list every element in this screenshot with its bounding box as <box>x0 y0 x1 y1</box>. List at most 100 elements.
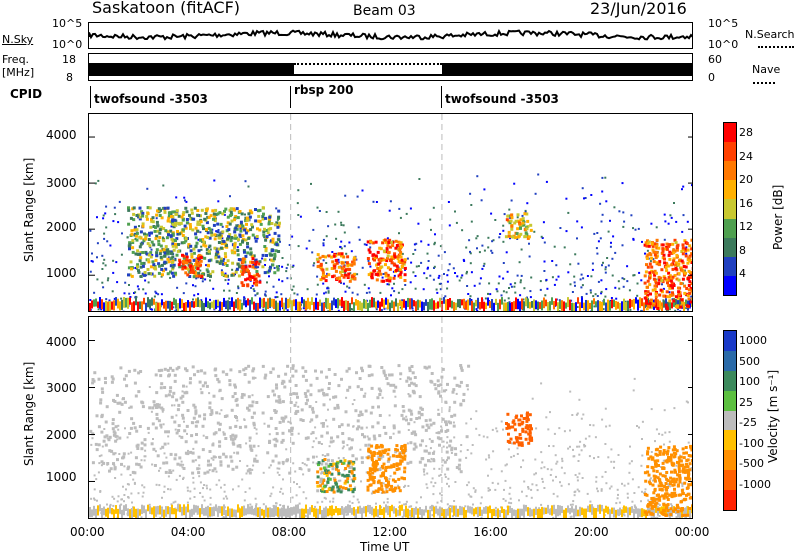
scatter-cell <box>427 243 430 246</box>
scatter-cell <box>167 442 170 445</box>
feature-cell-0 <box>91 378 95 381</box>
feature-cell-0 <box>114 425 118 429</box>
feature-cell-3 <box>352 276 356 280</box>
ground-scatter-cell <box>217 299 219 306</box>
ground-scatter-cell <box>317 508 319 518</box>
feature-cell-0 <box>356 385 360 389</box>
scatter-cell <box>420 496 422 499</box>
ground-scatter-cell <box>619 507 621 515</box>
feature-cell-3 <box>321 268 325 272</box>
feature-cell-2 <box>251 257 255 261</box>
feature-cell-6 <box>660 268 664 272</box>
feature-cell-0 <box>360 456 364 460</box>
feature-cell-4 <box>687 483 691 487</box>
scatter-cell <box>546 311 548 312</box>
scatter-cell <box>495 518 497 519</box>
feature-cell-2 <box>391 478 395 482</box>
scatter-cell <box>257 445 260 448</box>
feature-cell-1 <box>196 267 200 271</box>
feature-cell-6 <box>680 298 684 302</box>
feature-cell-0 <box>112 433 116 437</box>
feature-cell-1 <box>332 477 336 481</box>
scatter-cell <box>599 202 602 205</box>
ground-scatter-cell <box>141 504 143 515</box>
scatter-cell <box>128 406 131 409</box>
scatter-cell <box>165 456 168 459</box>
scatter-cell <box>266 281 268 284</box>
feature-cell-0 <box>263 271 267 275</box>
feature-cell-0 <box>292 392 296 396</box>
feature-cell-6 <box>681 243 685 247</box>
feature-cell-0 <box>174 273 178 277</box>
ground-scatter-cell <box>525 297 527 307</box>
feature-cell-0 <box>387 373 391 377</box>
scatter-cell <box>129 296 132 298</box>
feature-cell-0 <box>190 421 194 425</box>
feature-cell-0 <box>266 395 270 399</box>
scatter-cell <box>222 497 225 500</box>
feature-cell-0 <box>225 225 229 228</box>
scatter-cell <box>136 285 139 288</box>
scatter-cell <box>622 285 625 288</box>
feature-cell-0 <box>102 461 106 465</box>
feature-cell-4 <box>379 247 383 251</box>
scatter-cell <box>187 449 189 452</box>
feature-cell-0 <box>222 432 226 436</box>
scatter-cell <box>439 473 442 476</box>
scatter-cell <box>492 239 495 242</box>
scatter-cell <box>447 269 450 272</box>
feature-cell-0 <box>155 391 159 395</box>
feature-cell-0 <box>106 462 110 465</box>
scatter-cell <box>126 436 129 439</box>
nave-label: Nave <box>752 63 781 76</box>
colorbar-swatch <box>724 199 736 219</box>
scatter-cell <box>155 217 158 220</box>
feature-cell-0 <box>252 367 256 371</box>
ground-scatter-cell <box>601 301 603 311</box>
feature-cell-0 <box>208 272 212 276</box>
feature-cell-0 <box>212 217 215 221</box>
feature-cell-0 <box>275 386 279 390</box>
feature-cell-0 <box>239 220 243 224</box>
scatter-cell <box>392 270 395 273</box>
ground-scatter-cell <box>175 299 177 309</box>
feature-cell-0 <box>190 434 194 438</box>
feature-cell-0 <box>150 272 154 276</box>
ground-scatter-cell <box>233 509 235 517</box>
scatter-cell <box>178 435 181 438</box>
scatter-cell <box>352 495 355 498</box>
ground-scatter-cell <box>231 508 233 518</box>
scatter-cell <box>349 475 351 478</box>
feature-cell-6 <box>675 248 679 252</box>
ground-scatter-cell <box>557 504 559 517</box>
scatter-cell <box>520 248 523 251</box>
ground-scatter-cell <box>529 301 531 309</box>
ground-scatter-cell <box>327 298 329 310</box>
ground-scatter-cell <box>169 300 171 311</box>
feature-cell-0 <box>240 270 244 274</box>
feature-cell-0 <box>196 220 200 224</box>
feature-cell-2 <box>394 486 397 490</box>
scatter-cell <box>97 308 100 311</box>
scatter-cell <box>209 248 212 251</box>
scatter-cell <box>314 505 316 508</box>
feature-cell-4 <box>376 250 380 254</box>
scatter-cell <box>285 267 288 270</box>
scatter-cell <box>324 455 327 457</box>
scatter-cell <box>683 517 686 518</box>
ground-scatter-cell <box>585 299 587 311</box>
feature-cell-0 <box>452 388 456 392</box>
feature-cell-0 <box>288 471 292 475</box>
scatter-cell <box>217 518 219 519</box>
scatter-cell <box>478 251 481 254</box>
feature-cell-6 <box>661 247 665 251</box>
feature-cell-0 <box>100 387 104 391</box>
feature-cell-6 <box>662 294 666 298</box>
scatter-cell <box>521 490 523 493</box>
scatter-cell <box>573 275 576 278</box>
feature-cell-0 <box>97 425 101 429</box>
feature-cell-0 <box>194 263 198 266</box>
feature-cell-6 <box>674 261 678 265</box>
scatter-cell <box>192 298 194 301</box>
feature-cell-6 <box>644 291 648 295</box>
